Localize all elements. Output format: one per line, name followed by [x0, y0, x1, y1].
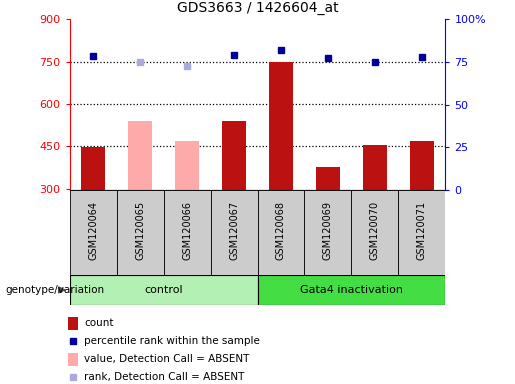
Text: GSM120071: GSM120071: [417, 201, 427, 260]
Bar: [352, 190, 399, 275]
Bar: [258, 190, 304, 275]
Bar: [116, 190, 164, 275]
Text: GSM120068: GSM120068: [276, 201, 286, 260]
Text: Gata4 inactivation: Gata4 inactivation: [300, 285, 403, 295]
Bar: [304, 190, 352, 275]
Text: control: control: [144, 285, 183, 295]
Bar: [399, 190, 445, 275]
Bar: [410, 141, 434, 190]
Text: value, Detection Call = ABSENT: value, Detection Call = ABSENT: [84, 354, 249, 364]
Text: rank, Detection Call = ABSENT: rank, Detection Call = ABSENT: [84, 371, 244, 382]
Bar: [70, 190, 116, 275]
Text: GSM120067: GSM120067: [229, 201, 239, 260]
Bar: [363, 145, 387, 190]
Bar: [68, 316, 78, 330]
Bar: [211, 190, 258, 275]
Text: GSM120064: GSM120064: [88, 201, 98, 260]
Bar: [81, 147, 105, 190]
Text: percentile rank within the sample: percentile rank within the sample: [84, 336, 260, 346]
Text: GSM120066: GSM120066: [182, 201, 192, 260]
Bar: [68, 353, 78, 366]
Text: GSM120069: GSM120069: [323, 201, 333, 260]
Text: count: count: [84, 318, 113, 328]
Bar: [258, 275, 445, 305]
Bar: [70, 275, 258, 305]
Bar: [269, 61, 293, 190]
Bar: [316, 167, 340, 190]
Title: GDS3663 / 1426604_at: GDS3663 / 1426604_at: [177, 2, 338, 15]
Bar: [164, 190, 211, 275]
Bar: [128, 121, 152, 190]
Text: genotype/variation: genotype/variation: [5, 285, 104, 295]
Bar: [175, 141, 199, 190]
Text: GSM120070: GSM120070: [370, 201, 380, 260]
Text: GSM120065: GSM120065: [135, 201, 145, 260]
Bar: [222, 121, 246, 190]
